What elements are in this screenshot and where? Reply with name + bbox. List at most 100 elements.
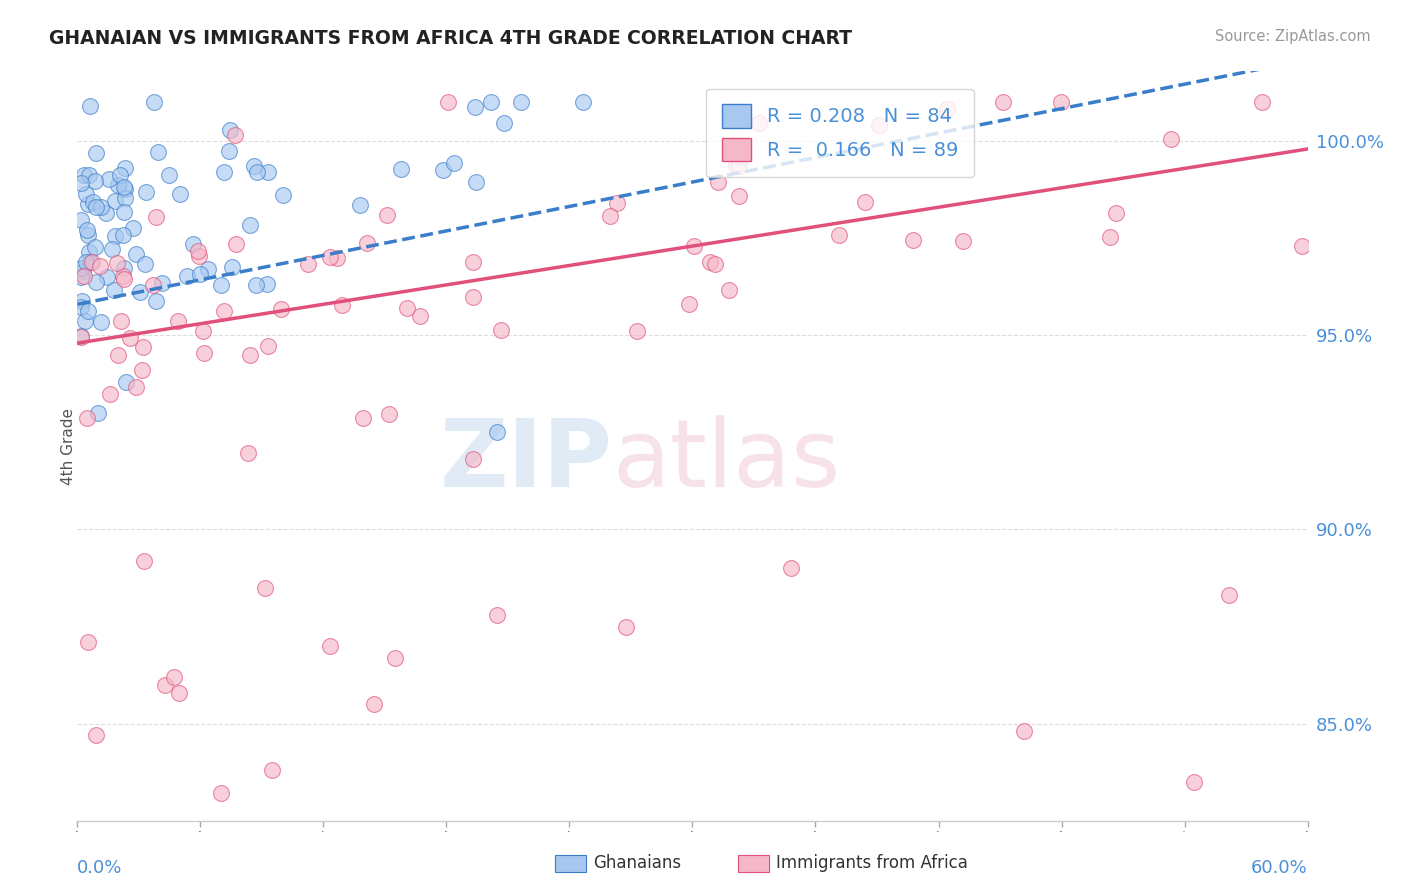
Point [218,122,240,136]
Point [212,304,235,318]
Point [599,209,621,223]
Point [256,165,278,179]
Point [90,315,112,329]
Point [108,168,131,182]
Point [134,257,156,271]
Point [80,254,103,268]
Point [246,165,269,179]
Point [148,145,170,159]
Point [104,194,127,208]
Point [77,244,100,259]
Point [114,191,136,205]
Point [245,278,267,293]
Point [461,255,484,269]
Point [221,260,243,274]
Point [163,670,186,684]
Point [112,261,135,276]
Point [125,380,148,394]
Point [699,255,721,269]
Point [120,331,142,345]
Point [319,639,342,653]
Point [77,635,100,649]
Y-axis label: 4th Grade: 4th Grade [62,408,76,484]
Text: Immigrants from Africa: Immigrants from Africa [776,855,967,872]
Point [187,244,209,259]
Point [70,294,93,309]
Point [191,324,214,338]
Point [326,252,349,266]
Point [142,95,165,110]
Point [101,242,124,256]
Point [209,278,232,293]
Point [1050,95,1073,110]
Point [135,186,157,200]
Point [396,301,419,315]
Point [486,425,509,440]
Point [112,272,135,286]
Point [239,348,262,362]
Point [271,188,294,202]
Point [727,146,749,161]
Point [1105,206,1128,220]
Point [70,213,93,227]
Point [73,314,96,328]
Point [319,250,342,264]
Point [129,285,152,299]
Point [239,219,262,233]
Point [104,229,127,244]
Point [1012,724,1035,739]
Point [464,99,486,113]
Point [157,168,180,182]
Point [115,375,138,389]
Point [606,196,628,211]
Point [432,162,454,177]
Point [1218,589,1240,603]
Point [437,95,460,110]
Point [70,329,93,343]
Point [84,145,107,160]
Point [145,293,167,308]
Point [125,246,148,260]
Point [349,198,371,212]
Point [70,330,93,344]
Point [89,259,111,273]
Point [1251,95,1274,110]
Point [224,128,246,143]
Point [153,678,176,692]
Point [76,223,98,237]
Point [614,619,637,633]
Point [84,728,107,742]
Legend: R = 0.208   N = 84, R =  0.166   N = 89: R = 0.208 N = 84, R = 0.166 N = 89 [706,88,974,177]
Point [96,206,118,220]
Point [142,277,165,292]
Point [76,227,98,242]
Point [90,200,112,214]
Point [463,451,485,466]
Point [76,196,98,211]
Point [105,256,128,270]
Point [728,159,751,173]
Point [225,237,247,252]
Point [145,211,167,225]
Point [1160,132,1182,146]
Point [993,95,1015,110]
Point [134,553,156,567]
Point [853,194,876,209]
Point [389,162,412,177]
Point [84,240,107,254]
Text: Source: ZipAtlas.com: Source: ZipAtlas.com [1215,29,1371,44]
Point [112,228,135,243]
Point [77,168,100,182]
Point [572,95,595,110]
Point [166,314,188,328]
Point [132,340,155,354]
Point [70,176,93,190]
Point [463,290,485,304]
Point [375,208,398,222]
Point [489,323,512,337]
Point [728,188,751,202]
Point [212,165,235,179]
Point [86,406,108,420]
Point [79,255,101,269]
Point [935,102,957,116]
